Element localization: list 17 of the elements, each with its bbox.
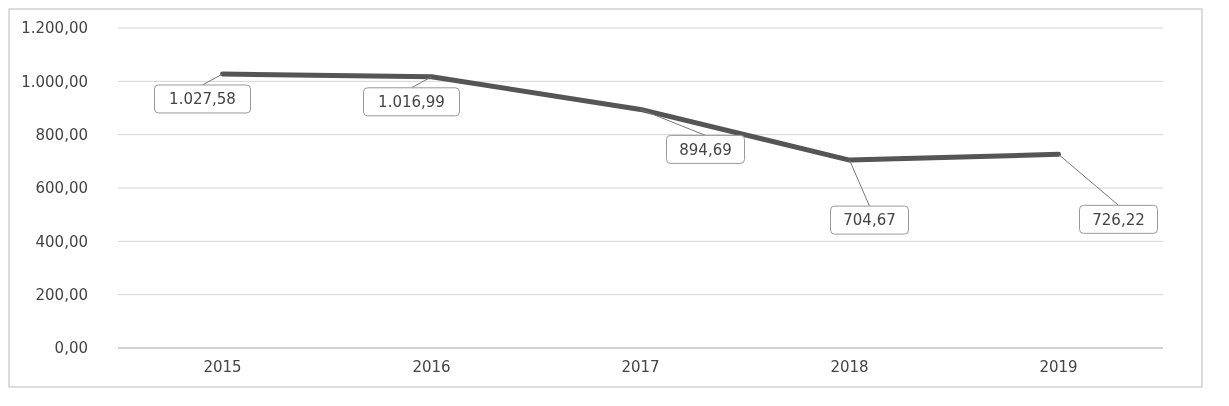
text: 704,67 xyxy=(843,211,896,230)
y-tick-label: 800,00 xyxy=(35,125,88,144)
text: 1.016,99 xyxy=(378,93,445,112)
text: 894,69 xyxy=(679,140,732,159)
y-tick-label: 1.200,00 xyxy=(21,19,88,38)
x-tick-label: 2015 xyxy=(203,358,242,376)
y-tick-label: 0,00 xyxy=(54,339,88,358)
y-tick-label: 400,00 xyxy=(35,232,88,251)
x-tick-label: 2019 xyxy=(1039,358,1078,376)
text: 726,22 xyxy=(1092,210,1145,229)
text: 1.027,58 xyxy=(169,90,236,109)
x-tick-label: 2016 xyxy=(412,358,451,376)
y-tick-label: 600,00 xyxy=(35,179,88,198)
x-tick-label: 2017 xyxy=(621,358,660,376)
y-tick-label: 200,00 xyxy=(35,285,88,304)
x-tick-label: 2018 xyxy=(830,358,869,376)
y-tick-label: 1.000,00 xyxy=(21,72,88,91)
